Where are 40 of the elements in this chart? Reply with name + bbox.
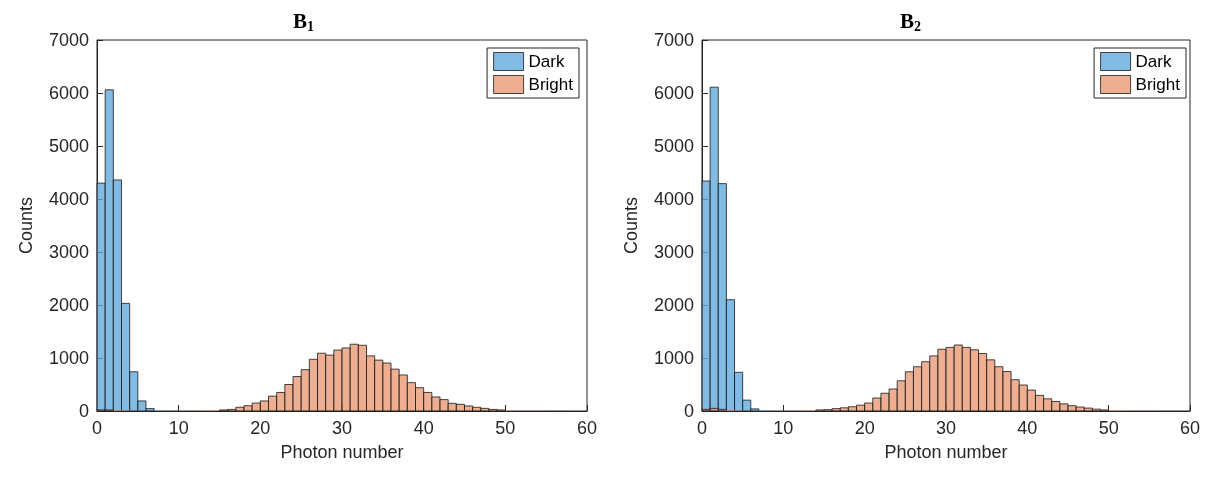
legend-label: Dark (528, 52, 565, 71)
x-tick-label: 30 (935, 418, 957, 438)
y-tick-label: 0 (683, 401, 694, 421)
y-tick-label: 7000 (48, 30, 89, 50)
y-tick-label: 3000 (653, 242, 694, 262)
chart-title: B1 (292, 9, 314, 34)
y-tick-label: 6000 (653, 83, 694, 103)
x-tick-label: 0 (696, 418, 708, 438)
x-tick-label: 40 (1017, 418, 1038, 438)
x-tick-label: 20 (854, 418, 875, 438)
legend-label: Bright (528, 75, 574, 94)
chart-title: B2 (899, 9, 921, 34)
y-axis-title: Counts (621, 196, 641, 255)
legend-label: Bright (1135, 75, 1181, 94)
x-tick-label: 10 (773, 418, 794, 438)
x-axis-title: Photon number (280, 442, 404, 462)
y-tick-label: 7000 (653, 30, 694, 50)
y-tick-label: 4000 (48, 189, 89, 209)
x-tick-label: 30 (331, 418, 353, 438)
x-tick-label: 50 (1098, 418, 1119, 438)
x-tick-label: 40 (413, 418, 434, 438)
y-tick-label: 6000 (48, 83, 89, 103)
x-tick-label: 50 (495, 418, 516, 438)
legend-label: Dark (1135, 52, 1172, 71)
x-tick-label: 20 (250, 418, 271, 438)
y-tick-label: 1000 (48, 348, 89, 368)
y-tick-label: 0 (78, 401, 89, 421)
y-tick-label: 3000 (48, 242, 89, 262)
x-tick-label: 10 (168, 418, 189, 438)
y-tick-label: 2000 (653, 295, 694, 315)
y-tick-label: 5000 (653, 136, 694, 156)
y-tick-label: 2000 (48, 295, 89, 315)
y-tick-label: 1000 (653, 348, 694, 368)
y-axis-title: Counts (16, 196, 36, 255)
y-tick-label: 4000 (653, 189, 694, 209)
x-tick-label: 60 (1179, 418, 1201, 438)
x-tick-label: 60 (576, 418, 598, 438)
x-tick-label: 0 (91, 418, 103, 438)
y-tick-label: 5000 (48, 136, 89, 156)
x-axis-title: Photon number (884, 442, 1008, 462)
